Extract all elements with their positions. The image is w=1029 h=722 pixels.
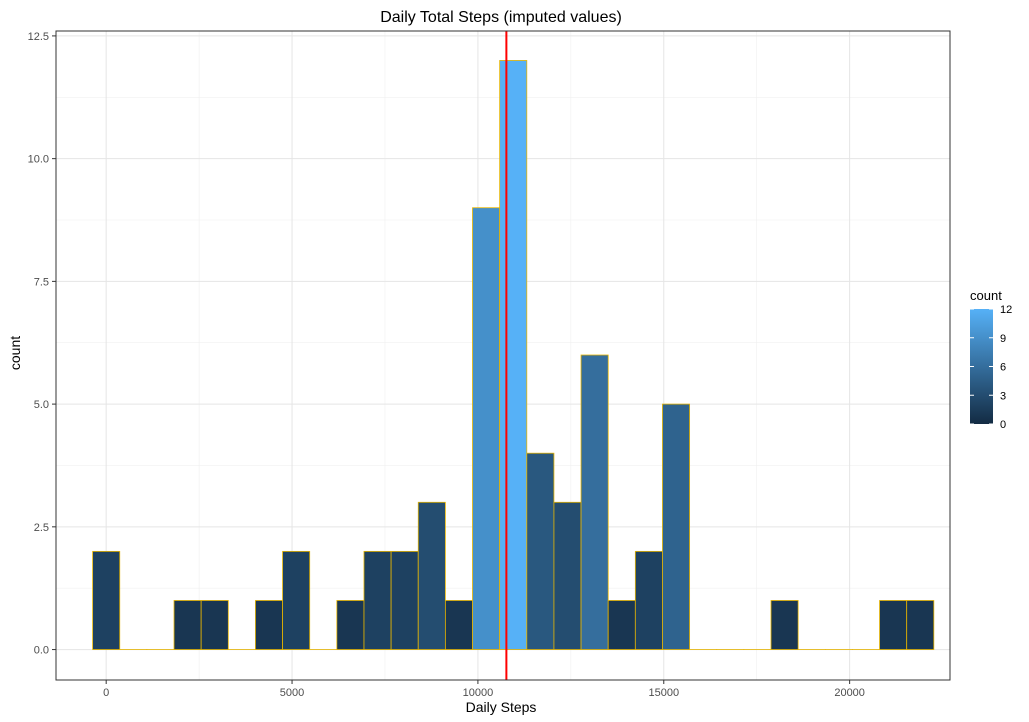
legend: count 0 3 6 9 12 [970, 288, 1012, 431]
x-tick-label: 20000 [834, 687, 865, 699]
histogram-bar [390, 550, 419, 650]
colorbar-tick-label: 3 [1000, 390, 1006, 402]
histogram-bar [255, 600, 283, 650]
legend-title: count [970, 288, 1002, 303]
histogram-bar [417, 501, 446, 650]
histogram-bar [92, 550, 121, 650]
x-tick-label: 5000 [280, 687, 304, 699]
histogram-bar [553, 501, 582, 650]
histogram-bar [607, 600, 636, 650]
histogram-bar [499, 60, 528, 650]
x-tick-label: 15000 [648, 687, 679, 699]
plot-panel: 0 5000 10000 15000 20000 0.0 2.5 5.0 7.5 10.0 12.5 [28, 30, 951, 699]
histogram-bar [173, 600, 202, 650]
histogram-bar [336, 600, 365, 650]
histogram-bar [282, 550, 311, 650]
histogram-bar [363, 550, 392, 650]
chart-title: Daily Total Steps (imputed values) [380, 9, 622, 26]
histogram-bar [444, 600, 473, 650]
colorbar [970, 309, 993, 424]
y-tick-label: 5.0 [34, 399, 49, 411]
histogram-bar [662, 403, 691, 650]
colorbar-tick-label: 12 [1000, 304, 1012, 316]
x-axis-label: Daily Steps [466, 699, 537, 715]
colorbar-tick-label: 0 [1000, 419, 1006, 431]
panel-border [55, 30, 951, 681]
histogram-bar [879, 600, 908, 650]
y-tick-label: 0.0 [34, 645, 49, 657]
histogram-bar [580, 354, 609, 650]
histogram-bar [200, 600, 229, 650]
colorbar-tick-label: 6 [1000, 362, 1006, 374]
x-tick-label: 10000 [463, 687, 494, 699]
histogram-bar [770, 600, 799, 650]
y-tick-label: 12.5 [28, 31, 49, 43]
y-tick-label: 2.5 [34, 522, 49, 534]
colorbar-tick-label: 9 [1000, 333, 1006, 345]
histogram-bar [906, 600, 935, 650]
y-axis-label: count [7, 336, 23, 370]
y-tick-label: 7.5 [34, 276, 49, 288]
x-tick-label: 0 [103, 687, 109, 699]
y-tick-label: 10.0 [28, 154, 49, 166]
histogram-bar [526, 452, 555, 650]
histogram-bar [634, 550, 663, 650]
histogram-bar [472, 207, 501, 650]
